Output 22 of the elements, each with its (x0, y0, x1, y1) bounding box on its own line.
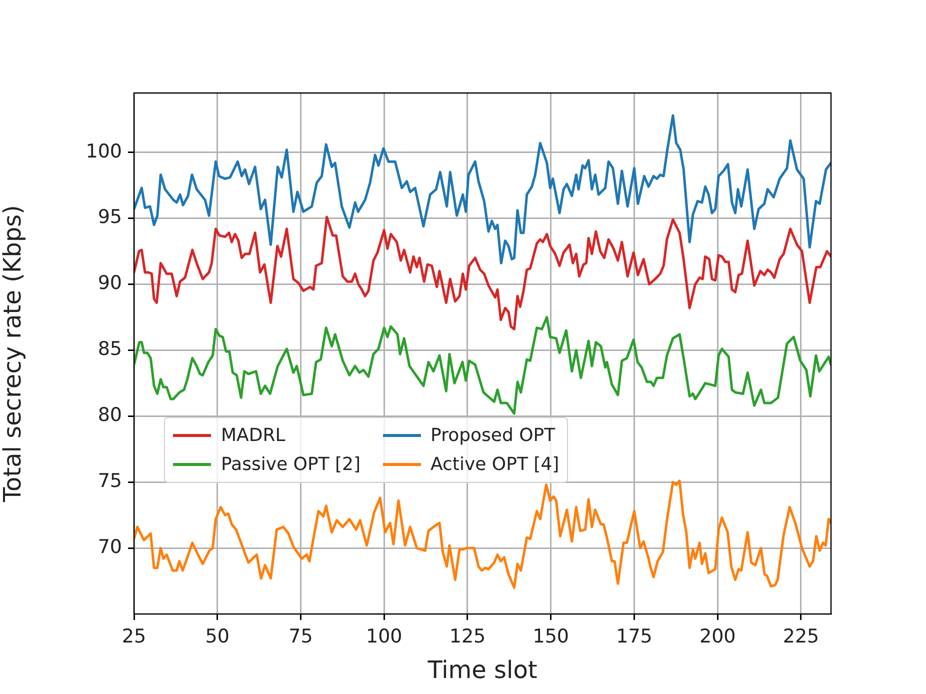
x-tick-label: 100 (366, 625, 402, 648)
legend-label: Active OPT [4] (430, 454, 560, 475)
y-tick-label: 70 (98, 536, 122, 558)
y-tick-label: 100 (86, 140, 122, 162)
x-tick-label: 25 (122, 625, 146, 648)
y-tick-label: 80 (98, 404, 122, 426)
x-tick-label: 75 (288, 625, 313, 648)
y-tick-label: 85 (98, 338, 122, 360)
legend-label: Passive OPT [2] (221, 454, 361, 475)
x-tick-label: 225 (782, 625, 820, 648)
x-axis-title: Time slot (426, 656, 538, 684)
x-tick-label: 50 (205, 625, 230, 648)
legend-label: MADRL (221, 425, 286, 446)
x-tick-label: 200 (699, 625, 736, 648)
x-tick-label: 150 (532, 625, 569, 648)
x-tick-label: 125 (449, 625, 486, 648)
y-tick-label: 90 (98, 272, 122, 294)
y-axis-title: Total secrecy rate (Kbps) (0, 204, 27, 504)
legend-label: Proposed OPT (430, 425, 556, 446)
x-tick-label: 175 (616, 625, 652, 648)
y-tick-label: 95 (98, 206, 122, 228)
y-tick-label: 75 (98, 470, 122, 492)
